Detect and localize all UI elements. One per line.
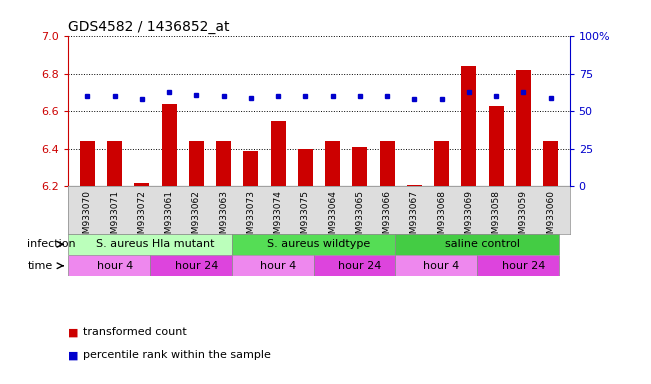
Text: S. aureus Hla mutant: S. aureus Hla mutant [96,239,215,249]
Bar [395,255,477,276]
Bar [232,233,395,255]
Text: GSM933068: GSM933068 [437,190,446,245]
Text: hour 24: hour 24 [338,261,381,271]
Bar [407,185,422,187]
Text: GSM933069: GSM933069 [464,190,473,245]
Bar [462,66,477,187]
Bar [314,255,395,276]
Text: hour 4: hour 4 [423,261,460,271]
Bar [161,104,176,187]
Bar [107,141,122,187]
Bar [68,233,232,255]
Text: GSM933062: GSM933062 [192,190,201,245]
Text: ■: ■ [68,327,79,337]
Bar [216,141,231,187]
Bar [489,106,504,187]
Text: GSM933072: GSM933072 [137,190,146,245]
Bar [271,121,286,187]
Text: GSM933071: GSM933071 [110,190,119,245]
Text: hour 4: hour 4 [96,261,133,271]
Bar [243,151,258,187]
Text: GSM933060: GSM933060 [546,190,555,245]
Text: transformed count: transformed count [83,327,187,337]
Bar [352,147,367,187]
Bar [380,141,395,187]
Text: GSM933070: GSM933070 [83,190,92,245]
Text: GSM933059: GSM933059 [519,190,528,245]
Bar [434,141,449,187]
Text: percentile rank within the sample: percentile rank within the sample [83,350,271,360]
Text: GSM933073: GSM933073 [246,190,255,245]
Bar [543,141,558,187]
Text: GSM933075: GSM933075 [301,190,310,245]
Bar [189,141,204,187]
Bar [80,141,95,187]
Text: GSM933061: GSM933061 [165,190,174,245]
Text: S. aureus wildtype: S. aureus wildtype [268,239,370,249]
Text: GSM933074: GSM933074 [273,190,283,245]
Text: ■: ■ [68,350,79,360]
Bar [477,255,559,276]
Text: GDS4582 / 1436852_at: GDS4582 / 1436852_at [68,20,230,34]
Text: time: time [27,261,53,271]
Bar [395,233,559,255]
Text: hour 24: hour 24 [502,261,545,271]
Text: hour 4: hour 4 [260,261,296,271]
Text: GSM933065: GSM933065 [355,190,365,245]
Bar [516,70,531,187]
Text: saline control: saline control [445,239,520,249]
Bar [68,255,150,276]
Text: GSM933063: GSM933063 [219,190,228,245]
Text: hour 24: hour 24 [174,261,218,271]
Bar [150,255,232,276]
Bar [232,255,314,276]
Text: GSM933066: GSM933066 [383,190,392,245]
Text: GSM933064: GSM933064 [328,190,337,245]
Text: GSM933067: GSM933067 [410,190,419,245]
Bar [325,141,340,187]
Bar [298,149,313,187]
Bar [134,183,149,187]
Text: infection: infection [27,239,76,249]
Text: GSM933058: GSM933058 [492,190,501,245]
